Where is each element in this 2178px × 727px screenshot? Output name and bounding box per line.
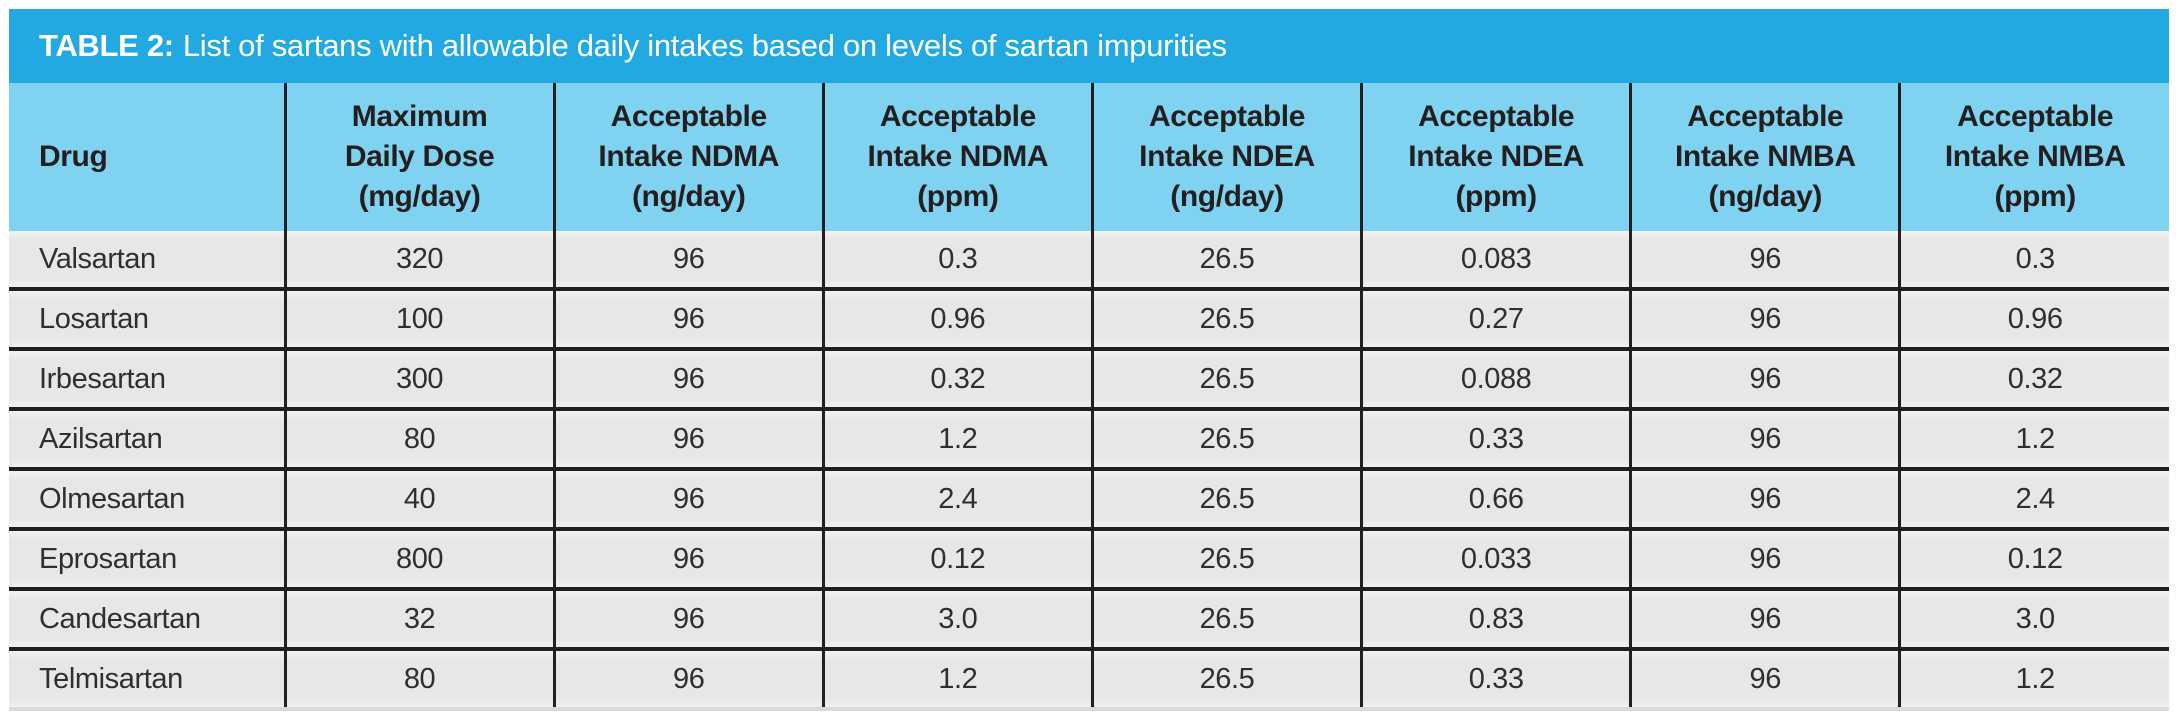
drug-name-cell: Azilsartan bbox=[9, 407, 287, 469]
value-cell: 96 bbox=[1630, 647, 1902, 711]
drug-name-cell: Olmesartan bbox=[9, 467, 287, 529]
table-number-label: TABLE 2: bbox=[39, 28, 174, 63]
value-cell: 96 bbox=[554, 287, 825, 349]
value-cell: 26.5 bbox=[1092, 647, 1364, 711]
value-cell: 80 bbox=[285, 647, 556, 711]
value-cell: 300 bbox=[285, 347, 556, 409]
value-cell: 26.5 bbox=[1092, 231, 1364, 289]
value-cell: 80 bbox=[285, 407, 556, 469]
value-cell: 96 bbox=[554, 587, 825, 649]
column-header: Acceptable Intake NMBA (ng/day) bbox=[1630, 83, 1902, 231]
value-cell: 96 bbox=[554, 527, 825, 589]
value-cell: 0.96 bbox=[823, 287, 1094, 349]
column-header: Drug bbox=[9, 83, 287, 231]
value-cell: 1.2 bbox=[823, 647, 1094, 711]
value-cell: 26.5 bbox=[1092, 587, 1364, 649]
value-cell: 96 bbox=[1630, 467, 1902, 529]
column-header: Acceptable Intake NDEA (ppm) bbox=[1361, 83, 1633, 231]
value-cell: 0.3 bbox=[823, 231, 1094, 289]
value-cell: 0.83 bbox=[1361, 587, 1633, 649]
drug-name-cell: Valsartan bbox=[9, 231, 287, 289]
value-cell: 96 bbox=[554, 407, 825, 469]
value-cell: 0.083 bbox=[1361, 231, 1633, 289]
value-cell: 96 bbox=[1630, 231, 1902, 289]
value-cell: 26.5 bbox=[1092, 347, 1364, 409]
table-row: Azilsartan 80 96 1.2 26.5 0.33 96 1.2 bbox=[9, 407, 2169, 469]
value-cell: 0.27 bbox=[1361, 287, 1633, 349]
value-cell: 1.2 bbox=[1899, 647, 2169, 711]
drug-name-cell: Irbesartan bbox=[9, 347, 287, 409]
value-cell: 26.5 bbox=[1092, 407, 1364, 469]
table-body: Valsartan 320 96 0.3 26.5 0.083 96 0.3 Losartan 1… bbox=[9, 231, 2169, 711]
value-cell: 2.4 bbox=[1899, 467, 2169, 529]
table-row: Olmesartan 40 96 2.4 26.5 0.66 96 2.4 bbox=[9, 467, 2169, 529]
value-cell: 800 bbox=[285, 527, 556, 589]
value-cell: 1.2 bbox=[1899, 407, 2169, 469]
value-cell: 320 bbox=[285, 231, 556, 289]
value-cell: 2.4 bbox=[823, 467, 1094, 529]
value-cell: 96 bbox=[554, 647, 825, 711]
value-cell: 0.033 bbox=[1361, 527, 1633, 589]
value-cell: 96 bbox=[1630, 407, 1902, 469]
table-row: Telmisartan 80 96 1.2 26.5 0.33 96 1.2 bbox=[9, 647, 2169, 711]
value-cell: 0.33 bbox=[1361, 647, 1633, 711]
drug-name-cell: Eprosartan bbox=[9, 527, 287, 589]
value-cell: 0.32 bbox=[823, 347, 1094, 409]
drug-name-cell: Losartan bbox=[9, 287, 287, 349]
column-header: Acceptable Intake NDMA (ppm) bbox=[823, 83, 1094, 231]
value-cell: 32 bbox=[285, 587, 556, 649]
value-cell: 26.5 bbox=[1092, 527, 1364, 589]
column-header: Maximum Daily Dose (mg/day) bbox=[285, 83, 556, 231]
value-cell: 40 bbox=[285, 467, 556, 529]
column-header: Acceptable Intake NDEA (ng/day) bbox=[1092, 83, 1364, 231]
value-cell: 0.12 bbox=[1899, 527, 2169, 589]
value-cell: 0.12 bbox=[823, 527, 1094, 589]
value-cell: 26.5 bbox=[1092, 287, 1364, 349]
value-cell: 3.0 bbox=[1899, 587, 2169, 649]
table-row: Losartan 100 96 0.96 26.5 0.27 96 0.96 bbox=[9, 287, 2169, 349]
value-cell: 0.32 bbox=[1899, 347, 2169, 409]
column-header: Acceptable Intake NMBA (ppm) bbox=[1899, 83, 2169, 231]
value-cell: 96 bbox=[1630, 347, 1902, 409]
table-row: Candesartan 32 96 3.0 26.5 0.83 96 3.0 bbox=[9, 587, 2169, 649]
table-title-text: List of sartans with allowable daily int… bbox=[182, 28, 1227, 63]
value-cell: 96 bbox=[554, 347, 825, 409]
value-cell: 26.5 bbox=[1092, 467, 1364, 529]
drug-name-cell: Telmisartan bbox=[9, 647, 287, 711]
value-cell: 100 bbox=[285, 287, 556, 349]
table-row: Irbesartan 300 96 0.32 26.5 0.088 96 0.32 bbox=[9, 347, 2169, 409]
value-cell: 96 bbox=[554, 467, 825, 529]
value-cell: 96 bbox=[1630, 287, 1902, 349]
table-row: Eprosartan 800 96 0.12 26.5 0.033 96 0.12 bbox=[9, 527, 2169, 589]
table-row: Valsartan 320 96 0.3 26.5 0.083 96 0.3 bbox=[9, 231, 2169, 289]
drug-name-cell: Candesartan bbox=[9, 587, 287, 649]
value-cell: 0.3 bbox=[1899, 231, 2169, 289]
value-cell: 0.33 bbox=[1361, 407, 1633, 469]
table-title-bar: TABLE 2: List of sartans with allowable … bbox=[9, 9, 2169, 83]
value-cell: 3.0 bbox=[823, 587, 1094, 649]
value-cell: 1.2 bbox=[823, 407, 1094, 469]
value-cell: 96 bbox=[1630, 527, 1902, 589]
sartans-table-card: TABLE 2: List of sartans with allowable … bbox=[9, 9, 2169, 711]
value-cell: 96 bbox=[554, 231, 825, 289]
header-row: Drug Maximum Daily Dose (mg/day) Acceptable I… bbox=[9, 83, 2169, 231]
value-cell: 0.088 bbox=[1361, 347, 1633, 409]
column-header: Acceptable Intake NDMA (ng/day) bbox=[554, 83, 825, 231]
value-cell: 0.66 bbox=[1361, 467, 1633, 529]
value-cell: 96 bbox=[1630, 587, 1902, 649]
value-cell: 0.96 bbox=[1899, 287, 2169, 349]
sartans-table: Drug Maximum Daily Dose (mg/day) Acceptable I… bbox=[9, 83, 2169, 711]
